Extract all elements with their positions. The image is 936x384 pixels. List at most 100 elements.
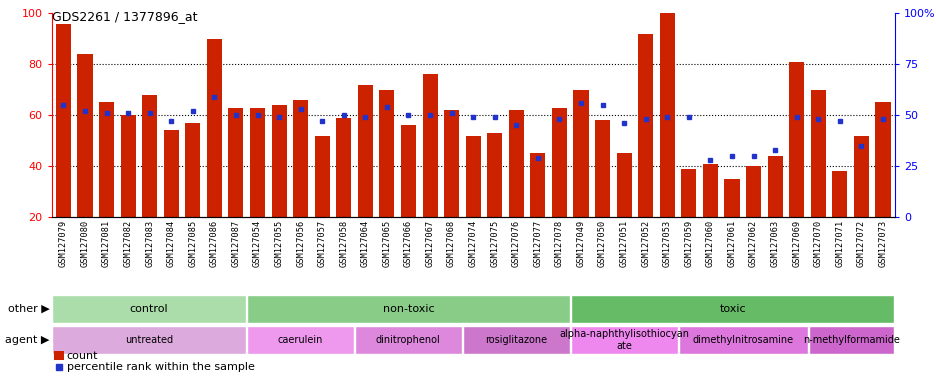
Bar bbox=[680, 169, 695, 217]
Bar bbox=[78, 54, 93, 217]
Text: GSM127086: GSM127086 bbox=[210, 219, 219, 266]
Bar bbox=[745, 166, 760, 217]
Bar bbox=[164, 131, 179, 217]
Text: GSM127058: GSM127058 bbox=[339, 219, 348, 266]
Text: GSM127080: GSM127080 bbox=[80, 219, 89, 266]
Text: GSM127050: GSM127050 bbox=[597, 219, 607, 266]
Text: GSM127051: GSM127051 bbox=[619, 219, 628, 266]
Text: count: count bbox=[66, 351, 98, 361]
Bar bbox=[379, 90, 394, 217]
Text: GSM127056: GSM127056 bbox=[296, 219, 305, 266]
Text: untreated: untreated bbox=[124, 335, 173, 345]
Bar bbox=[422, 74, 437, 217]
Text: dimethylnitrosamine: dimethylnitrosamine bbox=[692, 335, 793, 345]
Bar bbox=[788, 62, 803, 217]
Bar bbox=[293, 100, 308, 217]
Bar bbox=[228, 108, 243, 217]
Bar bbox=[358, 84, 373, 217]
Bar bbox=[250, 108, 265, 217]
Text: GSM127070: GSM127070 bbox=[812, 219, 822, 266]
Text: toxic: toxic bbox=[719, 304, 745, 314]
Bar bbox=[570, 295, 894, 323]
Bar bbox=[462, 326, 569, 354]
Bar bbox=[51, 326, 245, 354]
Text: GSM127052: GSM127052 bbox=[640, 219, 650, 266]
Text: percentile rank within the sample: percentile rank within the sample bbox=[66, 362, 255, 372]
Text: GSM127087: GSM127087 bbox=[231, 219, 241, 266]
Bar bbox=[246, 295, 569, 323]
Bar bbox=[724, 179, 739, 217]
Text: GSM127055: GSM127055 bbox=[274, 219, 284, 266]
Text: alpha-naphthylisothiocyan
ate: alpha-naphthylisothiocyan ate bbox=[559, 329, 689, 351]
Text: GSM127072: GSM127072 bbox=[856, 219, 865, 266]
Bar bbox=[810, 90, 825, 217]
Text: dinitrophenol: dinitrophenol bbox=[375, 335, 440, 345]
Text: GSM127085: GSM127085 bbox=[188, 219, 197, 266]
Text: GSM127066: GSM127066 bbox=[403, 219, 413, 266]
Text: non-toxic: non-toxic bbox=[382, 304, 433, 314]
Text: GSM127078: GSM127078 bbox=[554, 219, 563, 266]
Bar bbox=[99, 103, 114, 217]
Bar bbox=[616, 153, 631, 217]
Text: GSM127053: GSM127053 bbox=[662, 219, 671, 266]
Text: GSM127084: GSM127084 bbox=[167, 219, 176, 266]
Bar bbox=[808, 326, 894, 354]
Text: GDS2261 / 1377896_at: GDS2261 / 1377896_at bbox=[51, 10, 197, 23]
Text: GSM127077: GSM127077 bbox=[533, 219, 542, 266]
Bar bbox=[401, 125, 416, 217]
Text: GSM127061: GSM127061 bbox=[726, 219, 736, 266]
Bar bbox=[185, 123, 200, 217]
Text: GSM127068: GSM127068 bbox=[446, 219, 456, 266]
Text: GSM127060: GSM127060 bbox=[705, 219, 714, 266]
Text: other ▶: other ▶ bbox=[7, 304, 50, 314]
Bar bbox=[594, 120, 609, 217]
Bar bbox=[530, 153, 545, 217]
Bar bbox=[831, 171, 846, 217]
Bar bbox=[465, 136, 480, 217]
Text: GSM127081: GSM127081 bbox=[102, 219, 110, 266]
Bar bbox=[767, 156, 782, 217]
Bar bbox=[246, 326, 354, 354]
Text: GSM127069: GSM127069 bbox=[791, 219, 800, 266]
Text: rosiglitazone: rosiglitazone bbox=[485, 335, 547, 345]
Text: GSM127057: GSM127057 bbox=[317, 219, 327, 266]
Text: GSM127049: GSM127049 bbox=[576, 219, 585, 266]
Bar bbox=[207, 39, 222, 217]
Bar bbox=[336, 118, 351, 217]
Bar bbox=[51, 295, 245, 323]
Text: GSM127082: GSM127082 bbox=[124, 219, 133, 266]
Text: GSM127073: GSM127073 bbox=[878, 219, 886, 266]
Text: GSM127054: GSM127054 bbox=[253, 219, 262, 266]
Bar bbox=[659, 13, 674, 217]
Text: GSM127062: GSM127062 bbox=[748, 219, 757, 266]
Text: GSM127071: GSM127071 bbox=[835, 219, 843, 266]
Text: agent ▶: agent ▶ bbox=[6, 335, 50, 345]
Bar bbox=[487, 133, 502, 217]
Text: n-methylformamide: n-methylformamide bbox=[802, 335, 899, 345]
Text: GSM127059: GSM127059 bbox=[683, 219, 693, 266]
Bar bbox=[271, 105, 286, 217]
Bar bbox=[314, 136, 329, 217]
Bar bbox=[637, 34, 652, 217]
Text: GSM127064: GSM127064 bbox=[360, 219, 370, 266]
Text: GSM127083: GSM127083 bbox=[145, 219, 154, 266]
Bar bbox=[551, 108, 566, 217]
Bar bbox=[142, 95, 157, 217]
Text: GSM127063: GSM127063 bbox=[769, 219, 779, 266]
Text: GSM127074: GSM127074 bbox=[468, 219, 477, 266]
Text: GSM127075: GSM127075 bbox=[490, 219, 499, 266]
Bar bbox=[679, 326, 807, 354]
Bar bbox=[874, 103, 889, 217]
Bar bbox=[54, 351, 64, 360]
Text: GSM127079: GSM127079 bbox=[59, 219, 67, 266]
Bar bbox=[56, 23, 71, 217]
Bar bbox=[573, 90, 588, 217]
Text: GSM127067: GSM127067 bbox=[425, 219, 434, 266]
Text: GSM127065: GSM127065 bbox=[382, 219, 391, 266]
Bar bbox=[508, 110, 523, 217]
Bar bbox=[853, 136, 868, 217]
Text: control: control bbox=[129, 304, 168, 314]
Text: GSM127076: GSM127076 bbox=[511, 219, 520, 266]
Bar bbox=[702, 164, 717, 217]
Bar bbox=[570, 326, 678, 354]
